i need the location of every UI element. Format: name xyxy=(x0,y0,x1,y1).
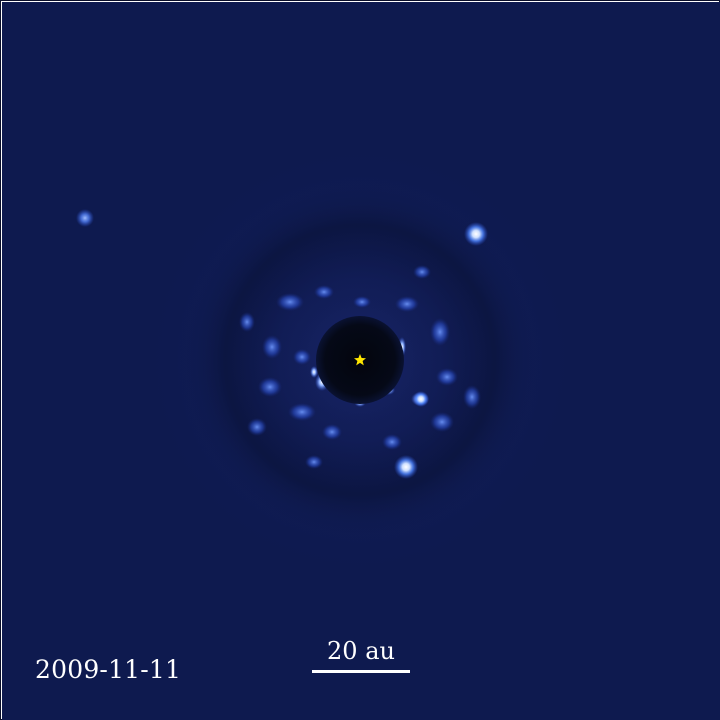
scale-bar xyxy=(312,670,410,673)
planet-b xyxy=(76,209,94,227)
star-icon xyxy=(354,354,366,366)
observation-date: 2009-11-11 xyxy=(35,655,182,684)
planet-c xyxy=(464,222,488,246)
planet-d xyxy=(394,455,418,479)
scale-bar-label: 20 au xyxy=(327,637,395,665)
planet-e xyxy=(413,391,429,407)
